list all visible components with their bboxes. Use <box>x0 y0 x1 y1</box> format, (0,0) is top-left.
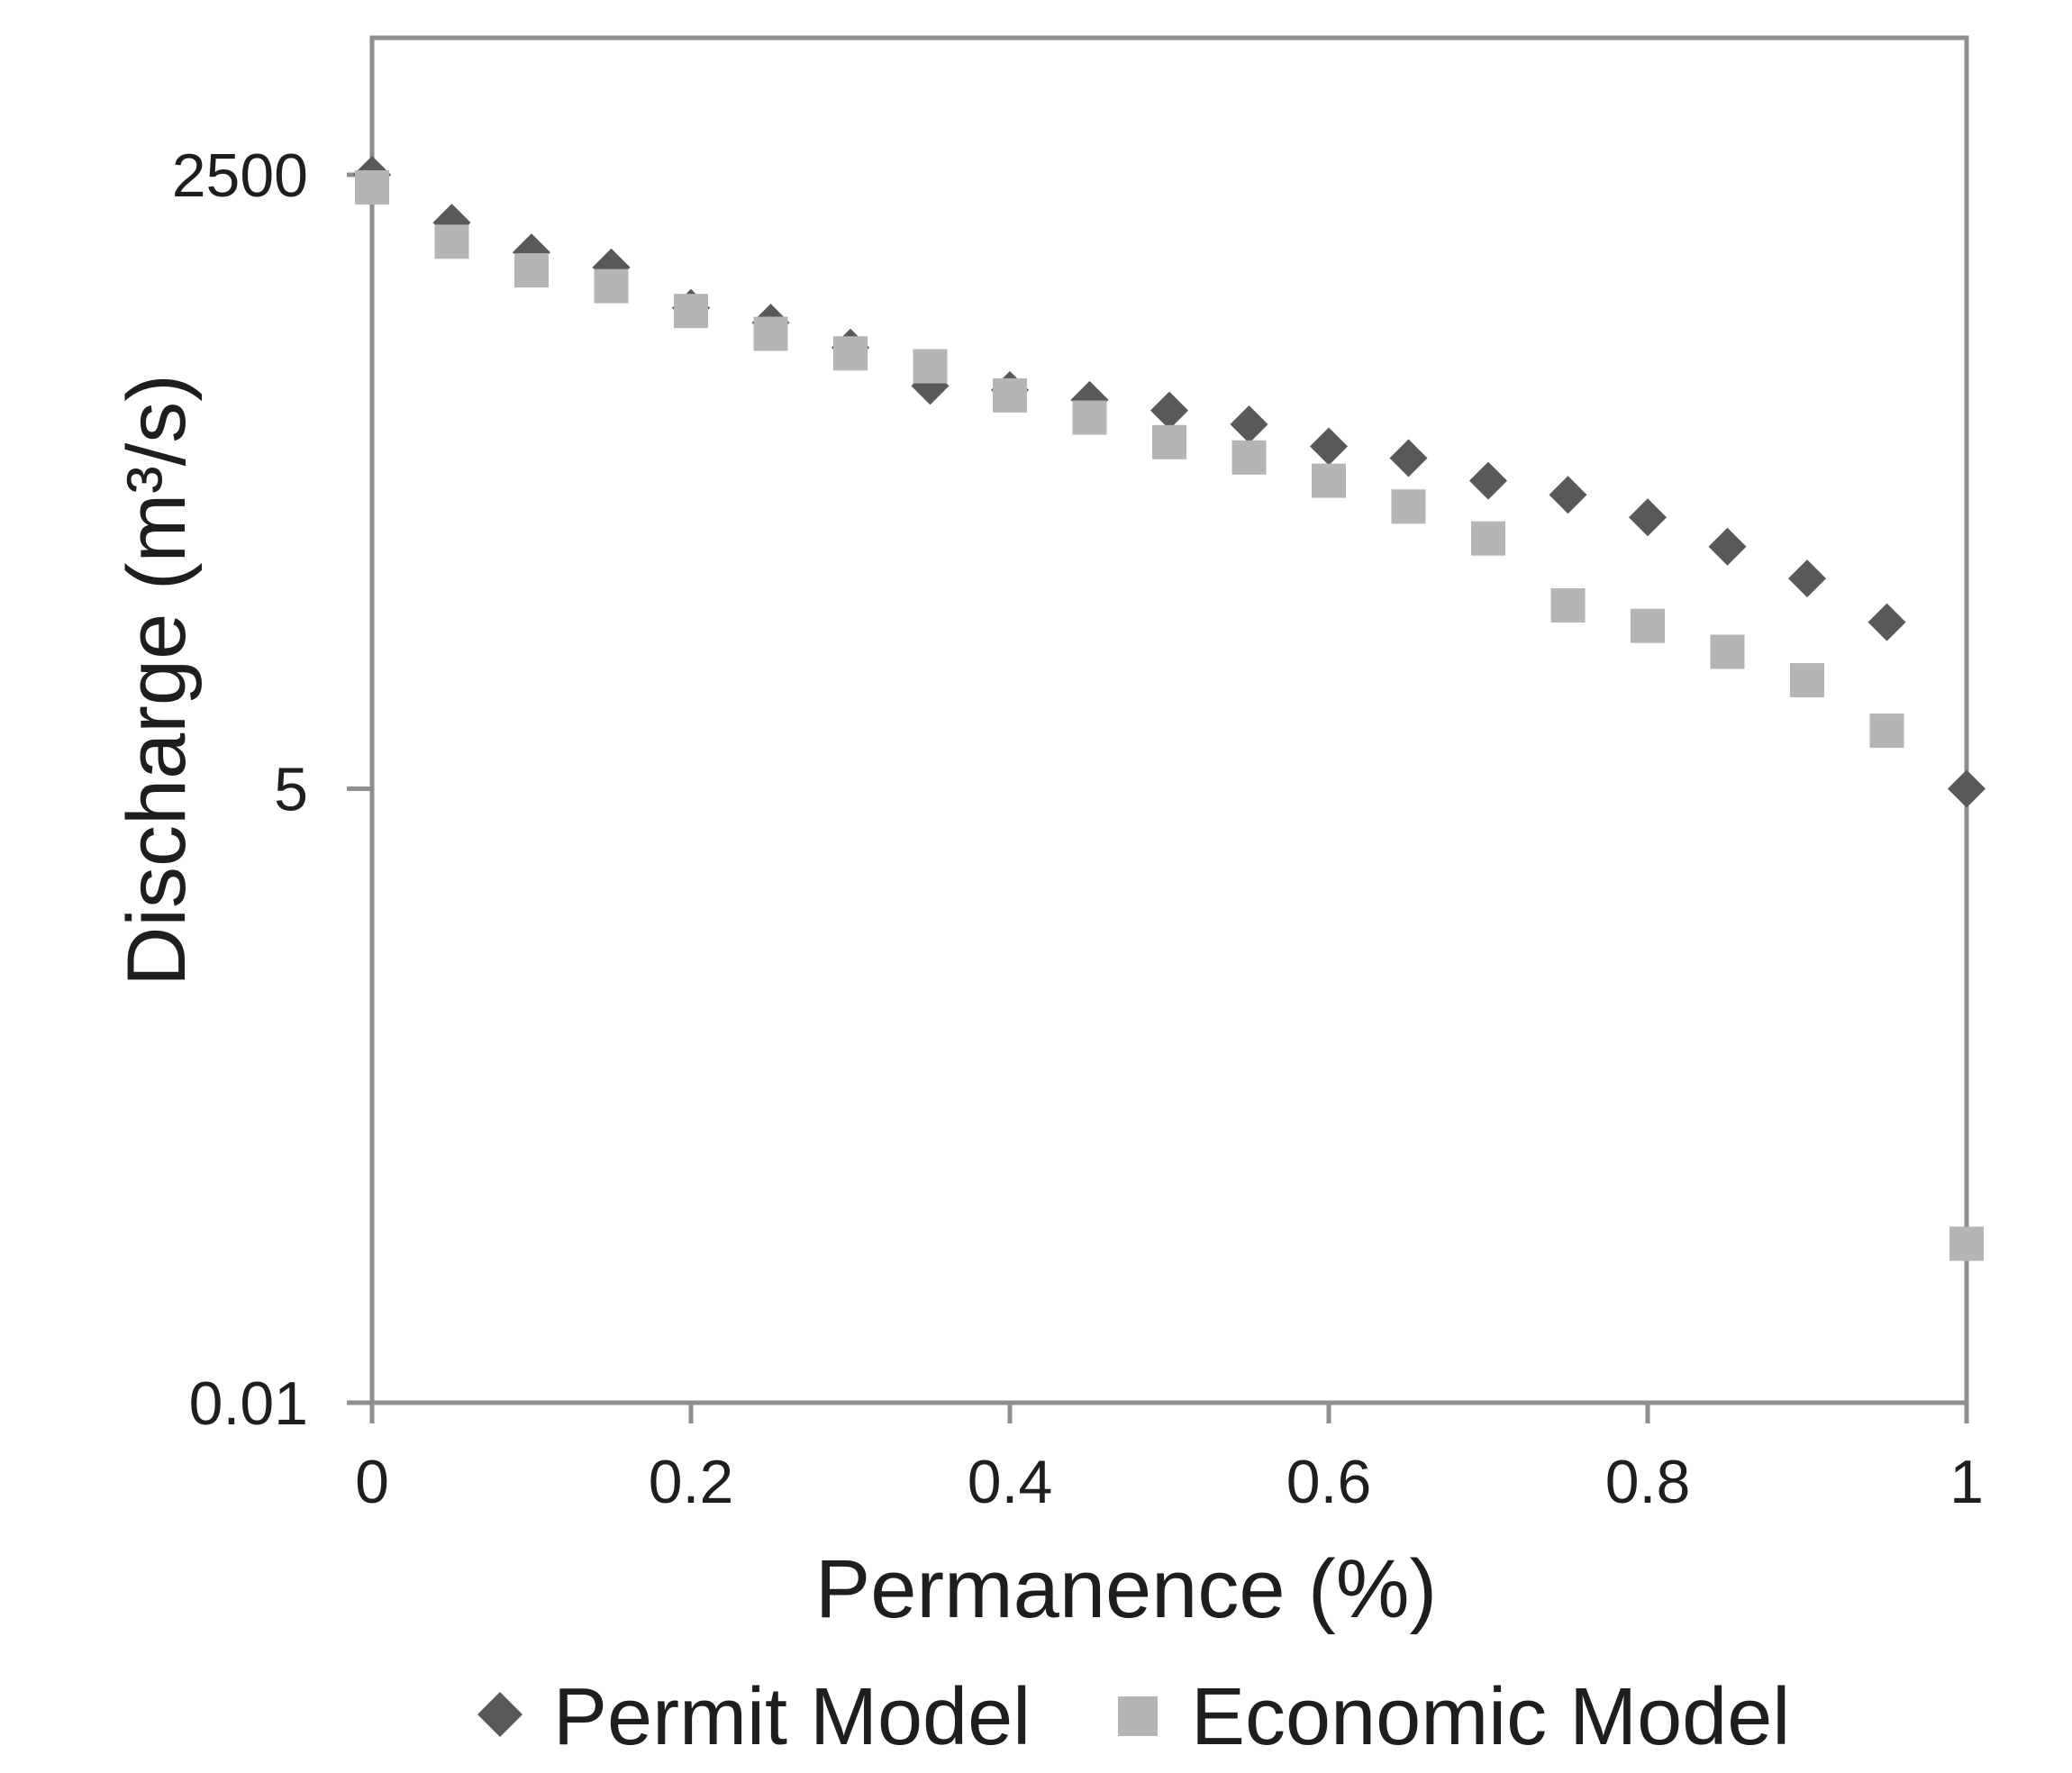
data-point-diamond <box>1230 405 1268 443</box>
data-point-diamond <box>1629 498 1667 537</box>
y-tick-label: 5 <box>274 756 308 824</box>
x-tick-label: 0.4 <box>968 1448 1053 1516</box>
economic-model-square-icon <box>1118 1696 1158 1736</box>
data-point-diamond <box>1389 439 1428 477</box>
data-point-diamond <box>1788 559 1826 598</box>
data-point-diamond <box>1150 391 1188 430</box>
y-tick-label: 2500 <box>172 141 308 210</box>
y-tick-label: 0.01 <box>189 1369 308 1438</box>
data-point-square <box>1949 1226 1984 1261</box>
y-axis-title: Discharge (m³/s) <box>111 374 203 987</box>
data-point-diamond <box>1469 461 1507 500</box>
data-point-square <box>913 349 948 384</box>
data-point-square <box>833 336 868 371</box>
data-point-square <box>993 377 1027 413</box>
data-point-diamond <box>1708 527 1747 566</box>
plot-frame <box>369 35 1969 1423</box>
data-point-square <box>753 316 788 351</box>
data-point-square <box>1710 634 1745 669</box>
legend: Permit Model Economic Model <box>477 1672 1790 1762</box>
data-point-square <box>674 294 708 329</box>
data-point-square <box>1231 440 1267 475</box>
data-point-square <box>514 253 549 288</box>
x-tick-label: 0.8 <box>1605 1448 1691 1516</box>
data-point-square <box>434 224 469 259</box>
data-point-square <box>1391 489 1426 524</box>
data-point-square <box>1072 400 1107 435</box>
data-point-square <box>1152 424 1186 459</box>
data-point-square <box>1471 521 1505 556</box>
x-tick-label: 0.2 <box>649 1448 734 1516</box>
data-point-square <box>355 170 389 205</box>
data-point-diamond <box>1948 769 1986 808</box>
plot-area: 0 0.2 0.4 0.6 0.8 1 2500 5 0.01 <box>172 35 1986 1516</box>
x-tick-label: 0 <box>355 1448 389 1516</box>
x-tick-label: 0.6 <box>1286 1448 1372 1516</box>
data-point-square <box>1790 663 1824 698</box>
data-point-square <box>1312 463 1346 498</box>
x-tick-label: 1 <box>1949 1448 1984 1516</box>
legend-label-permit-model: Permit Model <box>553 1672 1031 1762</box>
data-point-square <box>594 268 629 304</box>
legend-label-economic-model: Economic Model <box>1191 1672 1790 1762</box>
data-point-square <box>1631 608 1665 643</box>
data-point-square <box>1869 714 1904 749</box>
data-point-diamond <box>432 204 471 242</box>
permit-model-diamond-icon <box>477 1692 523 1737</box>
x-axis-title: Permanence (%) <box>815 1543 1437 1635</box>
data-point-diamond <box>1549 476 1587 514</box>
data-point-diamond <box>1868 603 1906 641</box>
data-point-square <box>1550 587 1586 623</box>
data-point-diamond <box>1310 427 1348 466</box>
